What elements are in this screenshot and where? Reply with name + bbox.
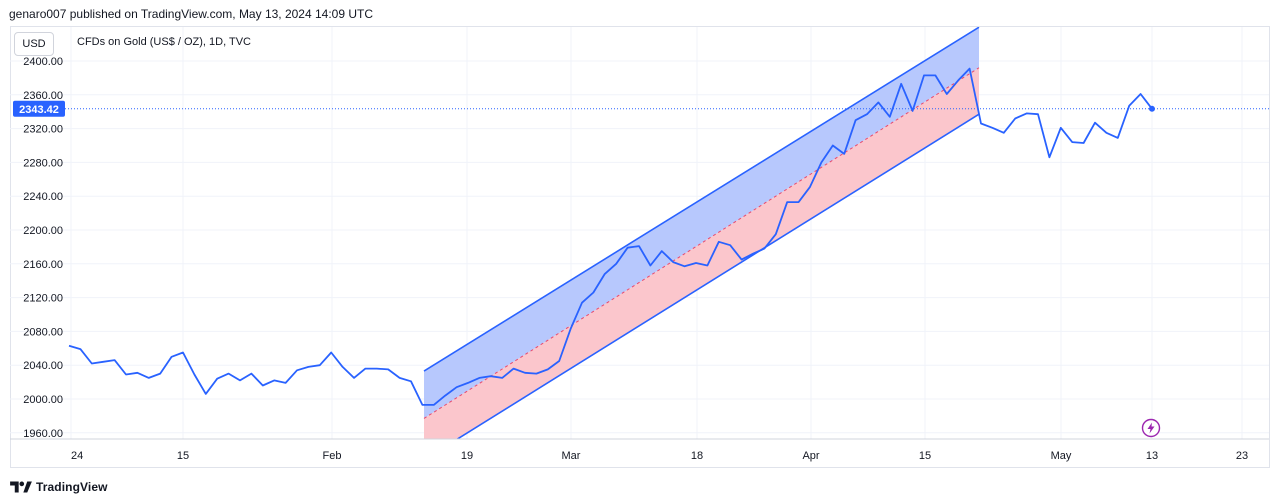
publish-info: genaro007 published on TradingView.com, … bbox=[9, 7, 374, 21]
x-tick-label: 15 bbox=[919, 450, 931, 462]
tradingview-logo-icon[interactable] bbox=[10, 480, 32, 494]
y-tick-label: 2040.00 bbox=[23, 360, 63, 372]
y-tick-label: 2320.00 bbox=[23, 124, 63, 136]
footer: TradingView bbox=[10, 478, 108, 496]
currency-button[interactable]: USD bbox=[14, 32, 54, 56]
channel-mid-line bbox=[423, 67, 980, 419]
x-tick-label: Apr bbox=[802, 450, 819, 462]
symbol-title: CFDs on Gold (US$ / OZ), 1D, TVC bbox=[77, 36, 252, 48]
x-tick-label: 24 bbox=[71, 450, 83, 462]
y-tick-label: 1960.00 bbox=[23, 428, 63, 440]
x-tick-label: 15 bbox=[177, 450, 189, 462]
y-tick-label: 2080.00 bbox=[23, 326, 63, 338]
parallel-channel[interactable] bbox=[423, 27, 980, 460]
flash-icon[interactable] bbox=[1141, 418, 1161, 438]
price-series bbox=[68, 67, 1155, 406]
x-tick-label: 23 bbox=[1236, 450, 1248, 462]
footer-brand[interactable]: TradingView bbox=[36, 480, 108, 494]
x-tick-label: 13 bbox=[1146, 450, 1158, 462]
x-tick-label: 18 bbox=[691, 450, 703, 462]
x-tick-label: Feb bbox=[323, 450, 342, 462]
y-tick-label: 2000.00 bbox=[23, 394, 63, 406]
channel-lower-fill bbox=[424, 67, 979, 439]
y-tick-label: 2160.00 bbox=[23, 259, 63, 271]
x-axis[interactable]: 24 15 Feb 19 Mar 18 Apr 15 May 13 23 bbox=[71, 450, 1248, 462]
price-line bbox=[68, 67, 1153, 406]
channel-upper-fill bbox=[424, 27, 979, 419]
x-tick-label: May bbox=[1051, 450, 1072, 462]
x-tick-label: 19 bbox=[461, 450, 473, 462]
last-price-label: 2343.42 bbox=[13, 100, 65, 117]
y-tick-label: 2200.00 bbox=[23, 225, 63, 237]
y-tick-label: 2240.00 bbox=[23, 191, 63, 203]
y-tick-label: 2400.00 bbox=[23, 56, 63, 68]
y-tick-label: 2280.00 bbox=[23, 157, 63, 169]
channel-lower-line[interactable] bbox=[424, 113, 980, 460]
channel-upper-line[interactable] bbox=[423, 27, 980, 372]
y-axis[interactable]: 2400.00 2360.00 2320.00 2280.00 2240.00 2200.… bbox=[23, 56, 63, 440]
svg-text:2343.42: 2343.42 bbox=[19, 104, 59, 116]
y-tick-label: 2120.00 bbox=[23, 293, 63, 305]
y-tick-label: 2360.00 bbox=[23, 90, 63, 102]
x-tick-label: Mar bbox=[562, 450, 581, 462]
chart-frame[interactable] bbox=[10, 26, 1270, 468]
grid bbox=[10, 27, 1269, 439]
last-price-marker bbox=[1149, 105, 1155, 112]
